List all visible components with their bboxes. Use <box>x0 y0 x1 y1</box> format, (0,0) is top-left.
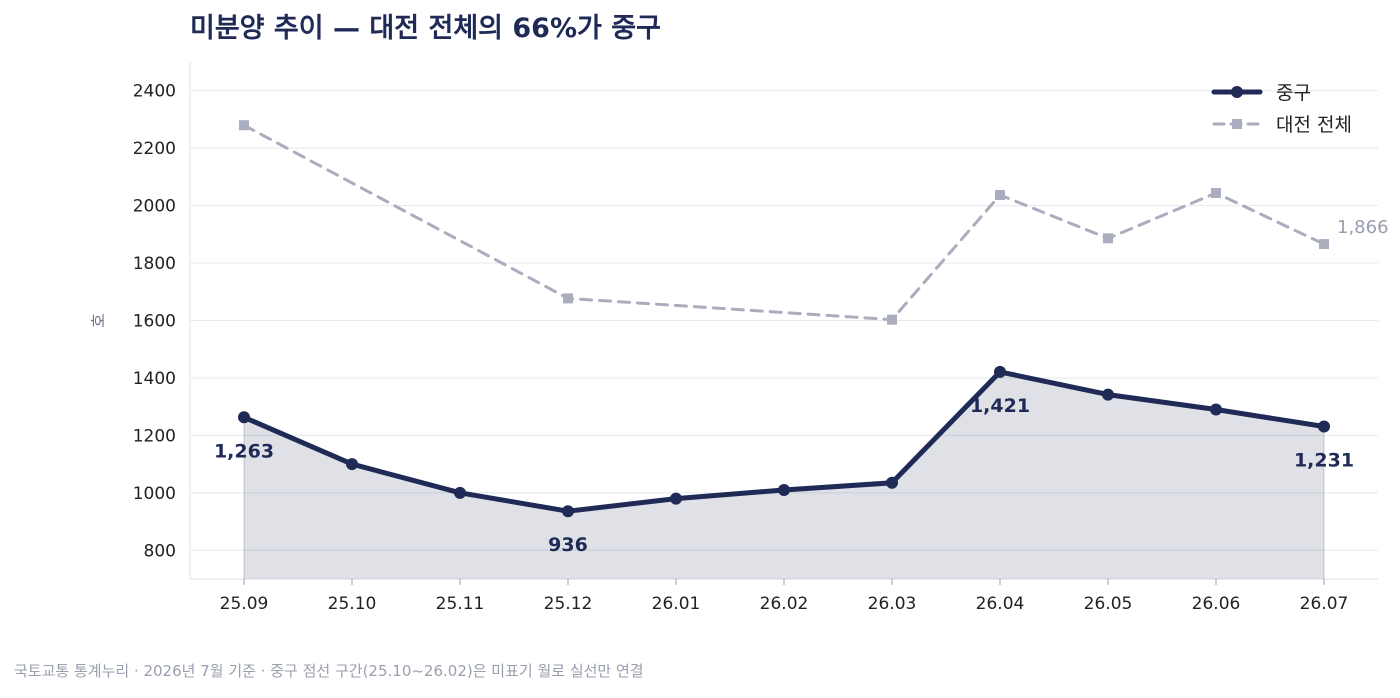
series-point <box>670 492 682 505</box>
legend-label: 대전 전체 <box>1276 114 1352 136</box>
x-tick-label: 25.12 <box>544 594 593 614</box>
chart-title: 미분양 추이 — 대전 전체의 66%가 중구 <box>190 13 661 44</box>
y-tick-label: 2200 <box>133 139 176 159</box>
legend-label: 중구 <box>1276 82 1311 104</box>
data-label: 1,866 <box>1337 217 1389 238</box>
area-layer <box>243 371 1325 579</box>
x-tick-label: 25.09 <box>220 594 269 614</box>
series-point <box>1318 420 1330 433</box>
y-tick-label: 1000 <box>133 484 176 504</box>
series-line <box>242 123 1326 322</box>
x-tick-label: 26.05 <box>1084 594 1133 614</box>
series-point <box>887 314 897 325</box>
axes: 800 1000 1200 1400 1600 1800 2000 2200 2400 25.09… <box>89 62 1378 614</box>
x-tick-label: 26.03 <box>868 594 917 614</box>
data-label: 936 <box>548 534 588 556</box>
x-tick-label: 25.11 <box>436 594 485 614</box>
data-label: 1,421 <box>970 395 1030 417</box>
series-point <box>995 189 1005 200</box>
y-tick-label: 1800 <box>133 254 176 274</box>
x-tick-label: 26.01 <box>652 594 701 614</box>
data-label: 1,263 <box>214 440 274 462</box>
series-point <box>886 476 898 489</box>
x-tick-label: 26.04 <box>976 594 1025 614</box>
labels-layer: 1,866 1,263 936 1,421 1,231 <box>214 217 1389 556</box>
series-point <box>1211 187 1221 198</box>
data-label: 1,231 <box>1294 449 1354 471</box>
chart-footnote: 국토교통 통계누리 · 2026년 7월 기준 · 중구 점선 구간(25.10… <box>14 662 644 680</box>
legend-marker <box>1231 86 1243 98</box>
x-tick-label: 26.06 <box>1192 594 1241 614</box>
y-tick-label: 1400 <box>133 369 176 389</box>
y-tick-label: 800 <box>144 541 176 561</box>
series-point <box>454 486 466 499</box>
x-tick-label: 26.07 <box>1300 594 1349 614</box>
series-point <box>1103 233 1113 244</box>
series-point <box>563 293 573 304</box>
series-point <box>1210 403 1222 416</box>
series-point <box>1102 388 1114 401</box>
series-point <box>1319 239 1329 250</box>
legend-marker <box>1232 119 1242 129</box>
series-point <box>239 120 249 131</box>
series-point <box>346 458 358 471</box>
y-tick-label: 1600 <box>133 312 176 332</box>
series-point <box>778 483 790 496</box>
x-tick-label: 25.10 <box>328 594 377 614</box>
y-tick-label: 2400 <box>133 82 176 102</box>
series-area <box>244 371 1324 579</box>
x-tick-label: 26.02 <box>760 594 809 614</box>
points-layer <box>238 120 1330 518</box>
y-tick-label: 2000 <box>133 197 176 217</box>
y-tick-label: 1200 <box>133 426 176 446</box>
series-point <box>238 411 250 424</box>
series-point <box>994 365 1006 378</box>
series-point <box>562 505 574 518</box>
y-axis-label: 호 <box>89 313 108 328</box>
